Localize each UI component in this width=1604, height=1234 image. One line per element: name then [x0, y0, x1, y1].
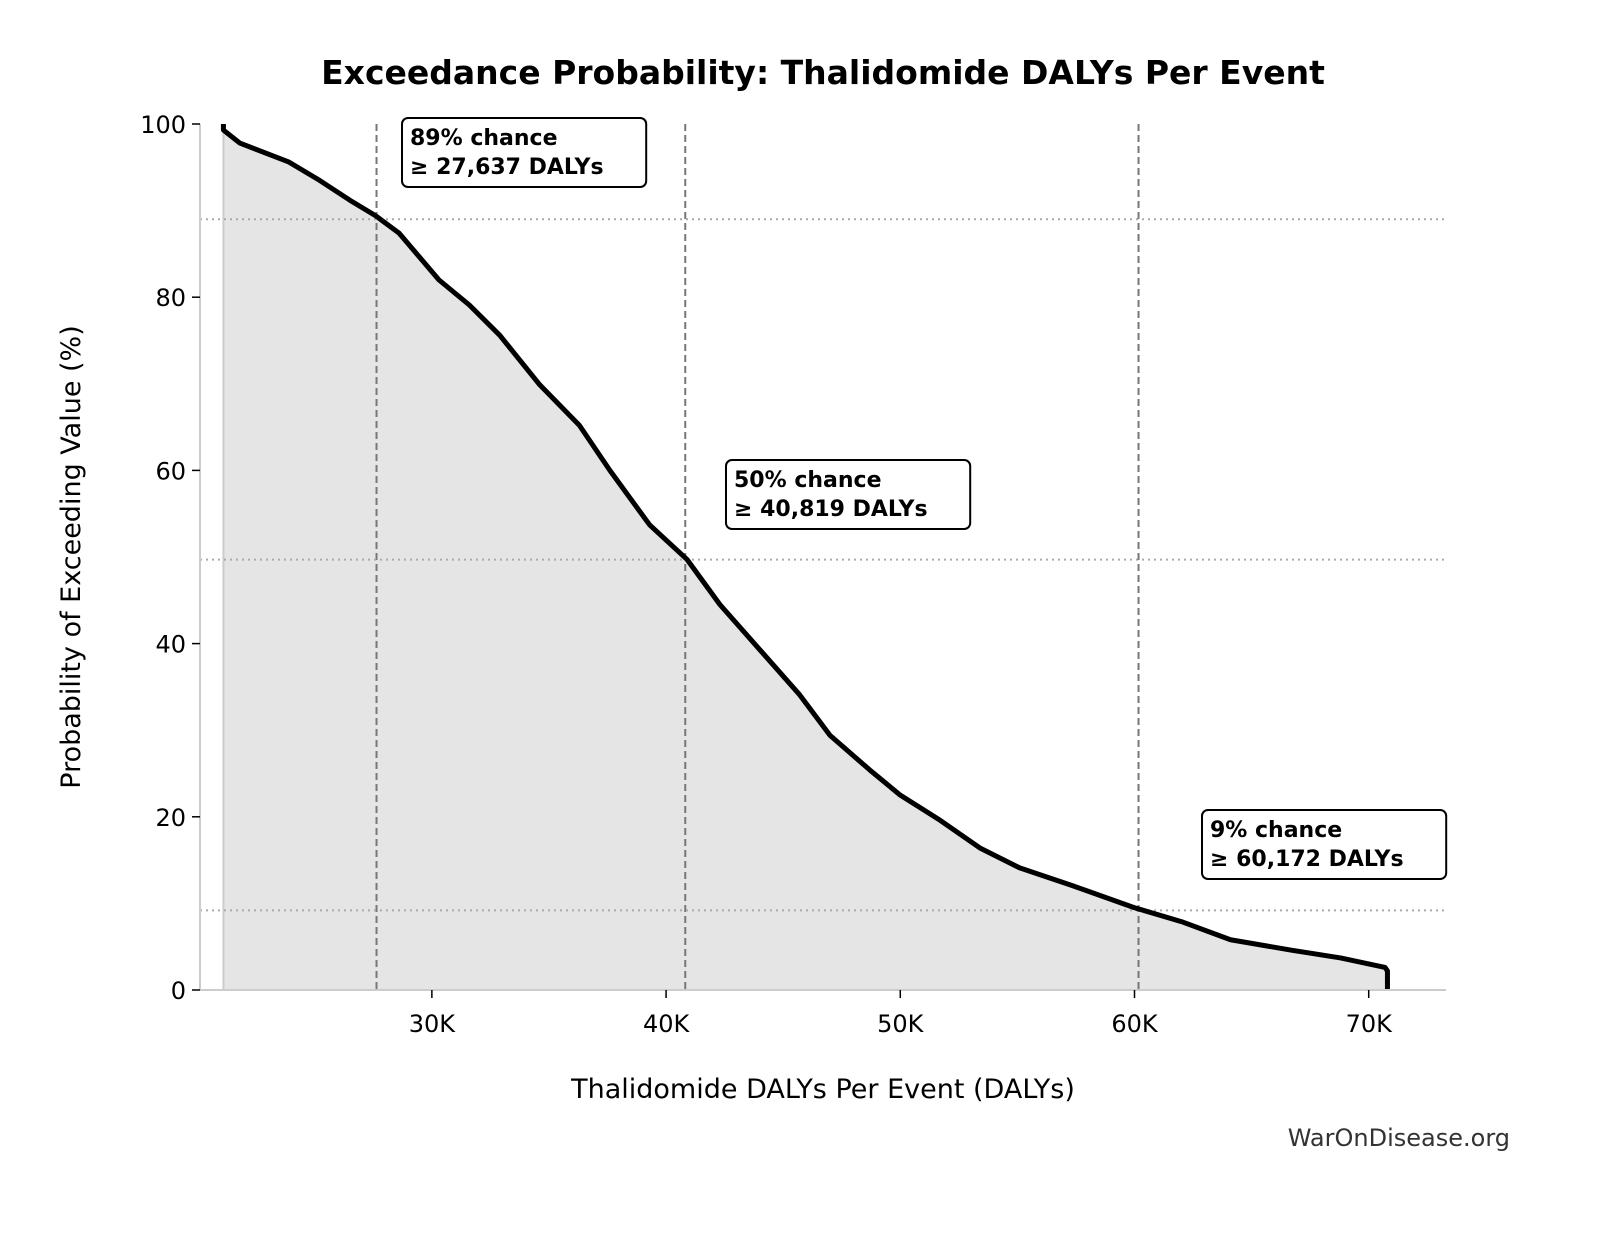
annotation-value: ≥ 40,819 DALYs [734, 497, 928, 522]
x-tick-label: 70K [1346, 1010, 1394, 1038]
y-tick-label: 0 [171, 977, 186, 1005]
x-tick-label: 40K [643, 1010, 691, 1038]
exceedance-curve [220, 124, 1390, 990]
annotation-probability: 9% chance [1210, 818, 1342, 843]
x-tick-label: 50K [877, 1010, 925, 1038]
y-tick-label: 100 [140, 111, 186, 139]
annotation-box [401, 117, 648, 188]
x-axis-label: Thalidomide DALYs Per Event (DALYs) [570, 1074, 1075, 1105]
annotation-value: ≥ 60,172 DALYs [1210, 847, 1404, 872]
chart-title: Exceedance Probability: Thalidomide DALY… [321, 53, 1325, 92]
watermark: WarOnDisease.org [1288, 1124, 1510, 1152]
y-tick-label: 40 [155, 631, 186, 659]
area-fill [223, 124, 1388, 990]
x-tick-label: 60K [1111, 1010, 1159, 1038]
annotation-probability: 50% chance [734, 468, 882, 493]
y-tick-label: 80 [155, 284, 186, 312]
y-tick-label: 60 [155, 457, 186, 485]
annotation-box [1201, 809, 1448, 880]
annotation-box [725, 459, 972, 530]
annotation-value: ≥ 27,637 DALYs [410, 155, 604, 180]
y-tick-label: 20 [155, 804, 186, 832]
y-axis-label: Probability of Exceeding Value (%) [56, 325, 87, 788]
annotation-probability: 89% chance [410, 126, 558, 151]
x-tick-label: 30K [409, 1010, 457, 1038]
